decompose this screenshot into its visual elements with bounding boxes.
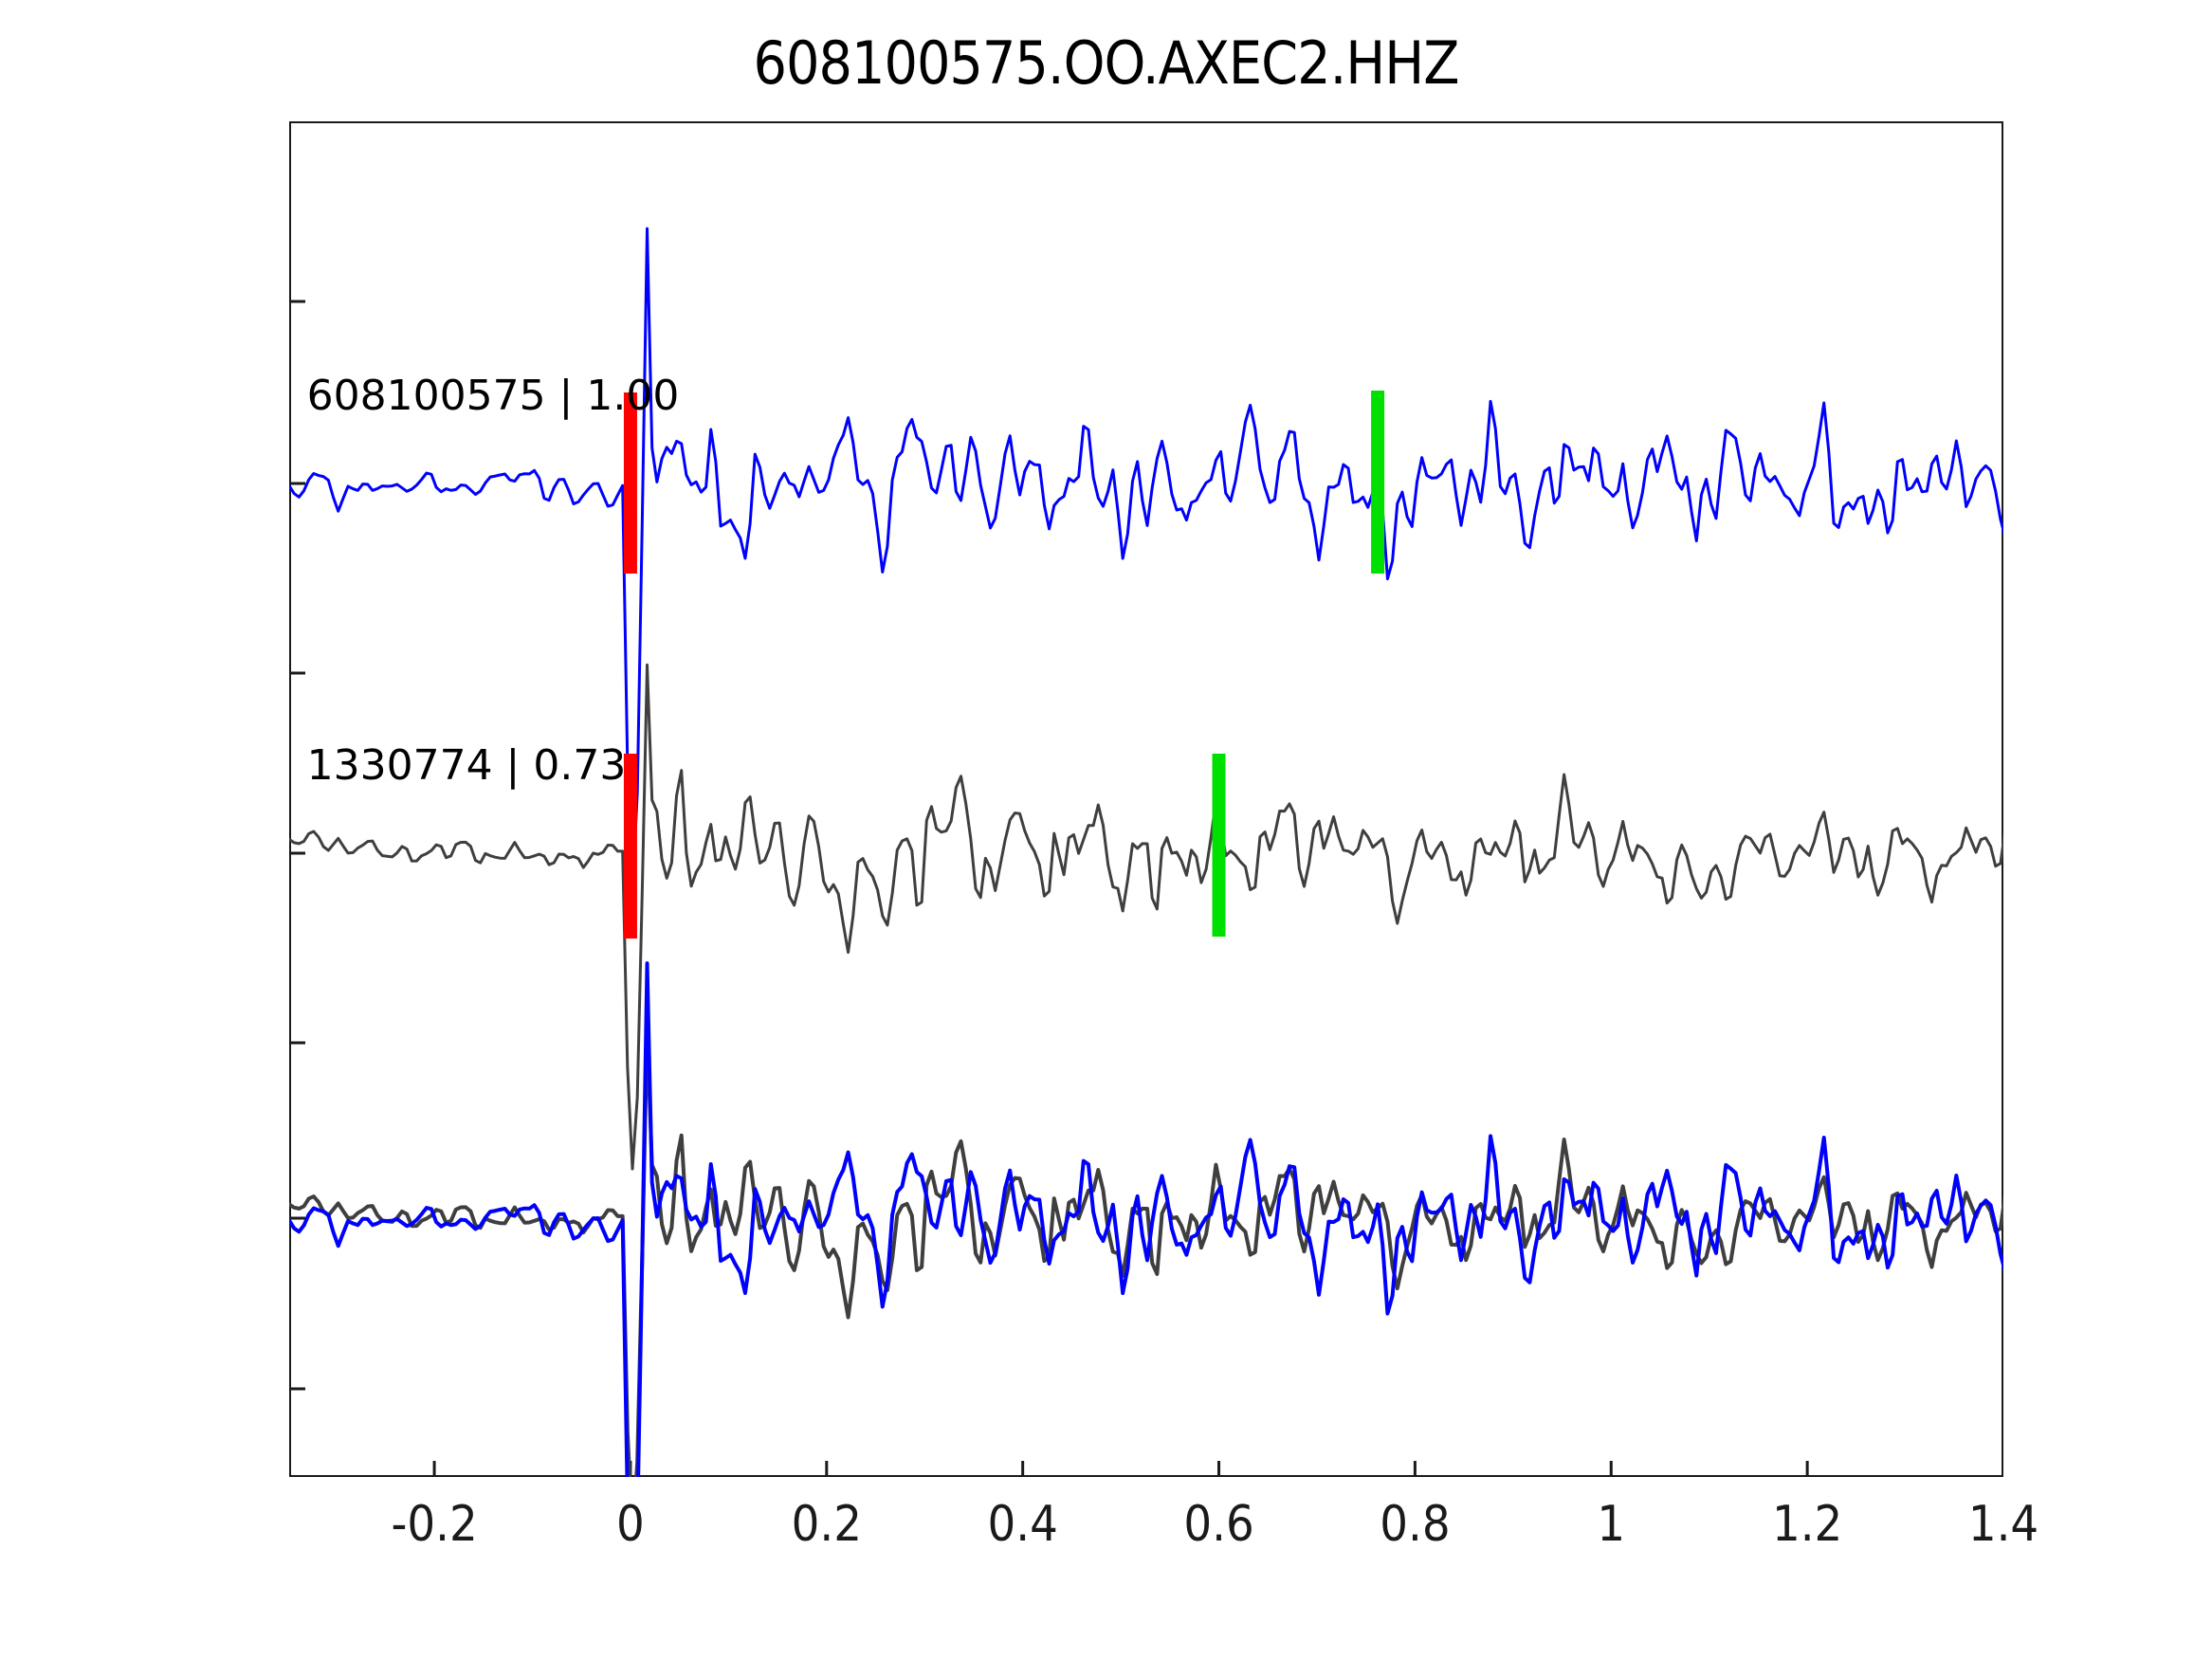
x-tick-label-1: 0 xyxy=(616,1496,645,1553)
trace-label-detection-event: 1330774 | 0.73 xyxy=(306,741,627,790)
trace-label-template-event: 608100575 | 1.00 xyxy=(306,372,680,420)
axis-spines xyxy=(289,121,2003,1477)
x-tick-label-5: 0.8 xyxy=(1380,1496,1451,1553)
waveform-template-event-overlay xyxy=(289,961,2003,1477)
page-title: 608100575.OO.AXEC2.HHZ xyxy=(753,28,1460,98)
p-pick-marker-detection-event xyxy=(623,754,637,939)
waveform-detection-event xyxy=(289,663,2003,1171)
pick-markers xyxy=(623,391,1385,939)
waveform-canvas xyxy=(289,121,2003,1477)
x-tick-label-4: 0.6 xyxy=(1183,1496,1254,1553)
y-axis-ticks xyxy=(289,300,305,1391)
waveform-template-event xyxy=(289,227,2003,893)
plot-axes xyxy=(289,121,2003,1477)
p-pick-marker-template-event xyxy=(623,392,637,574)
x-tick-label-7: 1.2 xyxy=(1771,1496,1843,1553)
x-tick-label-2: 0.2 xyxy=(791,1496,862,1553)
s-pick-marker-detection-event xyxy=(1212,754,1226,937)
x-tick-label-0: -0.2 xyxy=(391,1496,478,1553)
x-tick-label-6: 1 xyxy=(1597,1496,1626,1553)
x-tick-label-3: 0.4 xyxy=(987,1496,1058,1553)
waveform-traces xyxy=(289,227,2003,1477)
x-tick-label-8: 1.4 xyxy=(1967,1496,2039,1553)
x-axis-ticks xyxy=(432,1461,2003,1477)
s-pick-marker-template-event xyxy=(1371,391,1385,574)
